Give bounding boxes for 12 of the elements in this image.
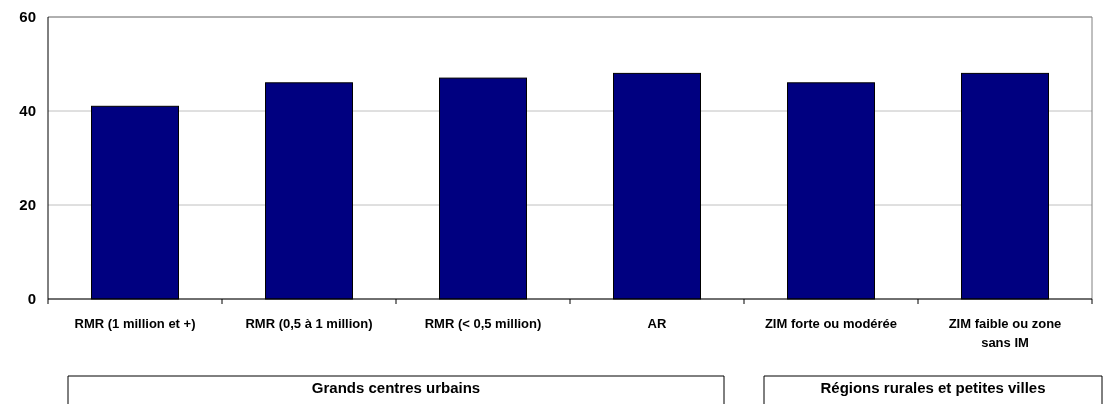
y-tick-label: 40 — [19, 102, 36, 120]
x-tick-label: ZIM faible ou zone sans IM — [948, 316, 1062, 350]
x-tick-label: AR — [647, 316, 667, 331]
y-tick-label: 20 — [19, 196, 36, 214]
text: Régions rurales et petites villes — [820, 379, 1046, 396]
x-tick-label: RMR (0,5 à 1 million) — [245, 316, 373, 331]
x-tick-label: ZIM forte ou modérée — [764, 316, 898, 331]
y-tick-label: 60 — [19, 8, 36, 26]
x-tick-label: RMR (< 0,5 million) — [424, 316, 542, 331]
x-tick-label: RMR (1 million et +) — [74, 316, 196, 331]
y-tick-label: 0 — [27, 290, 36, 308]
text: Grands centres urbains — [311, 379, 481, 396]
